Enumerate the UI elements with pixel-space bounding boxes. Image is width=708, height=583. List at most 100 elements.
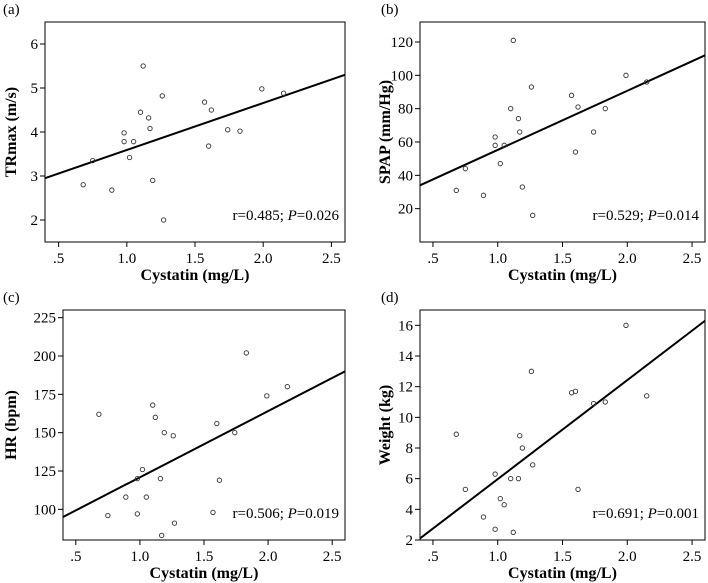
y-axis-title: Weight (kg) [377, 385, 394, 465]
y-tick-label: 125 [34, 464, 57, 480]
data-point [123, 494, 129, 500]
x-tick-label: 2.5 [322, 251, 341, 267]
data-point [492, 142, 498, 148]
y-tick-label: 150 [34, 426, 57, 442]
data-point [519, 184, 525, 190]
x-tick-label: 1.5 [195, 549, 214, 565]
data-point [572, 149, 579, 155]
x-tick-label: 2.5 [683, 549, 702, 565]
x-tick-label: .5 [427, 251, 438, 267]
x-tick-label: 2.0 [254, 251, 273, 267]
data-point [139, 466, 146, 473]
data-point [517, 433, 523, 439]
x-tick-label: .5 [70, 549, 81, 565]
x-axis-title: Cystatin (mg/L) [141, 267, 250, 284]
regression-line [62, 370, 346, 518]
x-tick-label: 1.0 [488, 251, 507, 267]
data-point [644, 393, 650, 399]
y-tick-label: 6 [406, 472, 414, 488]
y-axis-title: HR (bpm) [3, 390, 20, 460]
data-point [508, 106, 514, 112]
y-axis-title: TRmax (m/s) [3, 87, 20, 177]
data-point [528, 84, 535, 90]
y-tick-label: 4 [406, 502, 414, 518]
data-point [109, 187, 115, 193]
data-point [205, 143, 212, 149]
regression-line [44, 73, 346, 180]
panel-c: (c) 100 125 150 175 200 225 .5 1.0 1.5 2.0 2.5 Cysta… [3, 290, 346, 582]
data-point [90, 157, 96, 164]
y-tick-label: 225 [34, 311, 57, 327]
p-symbol: P [647, 208, 657, 224]
data-point [497, 495, 503, 502]
data-point [623, 322, 629, 328]
data-point [508, 476, 514, 482]
data-point [126, 154, 133, 161]
data-point [501, 142, 507, 148]
panel-label: (a) [3, 2, 20, 18]
data-point [243, 350, 249, 356]
x-tick-label: 1.5 [553, 251, 572, 267]
data-point [530, 462, 536, 468]
y-tick-label: 175 [34, 387, 57, 403]
panel-label: (d) [381, 290, 399, 306]
data-point [575, 486, 581, 493]
p-value: =0.019 [297, 506, 339, 522]
panel-a: (a) 2 3 4 5 6 .5 1.0 1.5 2.0 2.5 Cystatin (mg/L) TRm… [3, 2, 346, 284]
p-value: =0.026 [297, 208, 340, 224]
y-tick-label: 10 [398, 410, 413, 426]
data-point [201, 99, 208, 105]
y-tick-label: 80 [398, 102, 413, 118]
data-point [492, 526, 498, 532]
data-point [528, 368, 535, 374]
data-point [105, 512, 111, 519]
x-tick-label: .5 [53, 251, 64, 267]
data-point [515, 116, 522, 122]
x-axis-title: Cystatin (mg/L) [508, 565, 617, 582]
data-point [150, 402, 156, 408]
x-axis-title: Cystatin (mg/L) [150, 565, 259, 582]
correlation-r: r=0.691; [592, 506, 647, 522]
x-axis-title: Cystatin (mg/L) [508, 267, 617, 284]
data-point [160, 217, 167, 223]
data-point [80, 182, 86, 188]
data-point [515, 476, 522, 482]
x-tick-label: 1.5 [186, 251, 205, 267]
p-symbol: P [287, 208, 297, 224]
data-point [140, 63, 146, 69]
data-point [517, 129, 523, 135]
data-point [497, 161, 503, 167]
y-tick-label: 100 [34, 502, 57, 518]
data-point [462, 166, 468, 172]
data-point [159, 532, 165, 539]
correlation-annotation: r=0.691; P=0.001 [592, 506, 699, 522]
data-point [214, 420, 220, 427]
data-point [150, 177, 156, 184]
panel-d: (d) 2 4 6 8 10 12 14 16 .5 1.0 1.5 2.0 2.5 Cystatin (m… [377, 290, 706, 582]
x-tick-label: 2.0 [259, 549, 278, 565]
data-point [147, 125, 153, 132]
data-point [492, 134, 498, 140]
y-tick-label: 6 [31, 37, 39, 53]
data-point [602, 106, 608, 112]
data-point [280, 90, 287, 96]
data-point [137, 109, 144, 115]
correlation-r: r=0.506; [232, 506, 287, 522]
data-point [572, 388, 579, 394]
y-tick-label: 12 [398, 380, 413, 396]
data-point [159, 93, 165, 99]
correlation-annotation: r=0.506; P=0.019 [232, 506, 339, 522]
panel-label: (b) [381, 2, 399, 18]
panel-label: (c) [3, 290, 20, 306]
data-point [157, 476, 164, 482]
data-point [145, 115, 152, 121]
p-symbol: P [647, 506, 657, 522]
correlation-r: r=0.485; [232, 208, 287, 224]
data-point [96, 411, 102, 417]
data-point [480, 192, 487, 198]
x-tick-label: 2.5 [323, 549, 342, 565]
y-tick-label: 100 [391, 68, 414, 84]
data-point [575, 104, 581, 110]
x-tick-label: 1.0 [488, 549, 507, 565]
data-point [568, 92, 575, 98]
